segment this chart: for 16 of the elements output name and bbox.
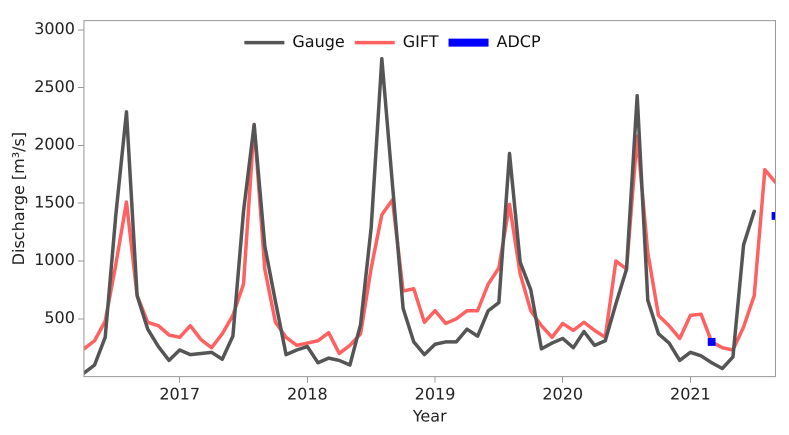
y-tick-label: 1000 <box>34 250 75 270</box>
legend-label: Gauge <box>292 32 345 51</box>
x-tick-label: 2018 <box>286 384 328 404</box>
x-tick-label: 2017 <box>159 384 200 404</box>
x-tick-label: 2020 <box>542 384 584 404</box>
y-tick-label: 2000 <box>34 134 75 154</box>
legend-label: GIFT <box>402 32 439 51</box>
y-tick-label: 2500 <box>34 76 75 96</box>
legend-label: ADCP <box>496 32 541 51</box>
y-tick-label: 1500 <box>34 192 75 212</box>
x-tick-label: 2021 <box>670 384 711 404</box>
y-axis-title: Discharge [m³/s] <box>8 132 28 266</box>
y-tick-label: 500 <box>44 308 75 327</box>
x-tick-label: 2019 <box>414 384 456 404</box>
y-tick-label: 3000 <box>34 19 75 38</box>
x-axis-title: Year <box>412 406 448 426</box>
